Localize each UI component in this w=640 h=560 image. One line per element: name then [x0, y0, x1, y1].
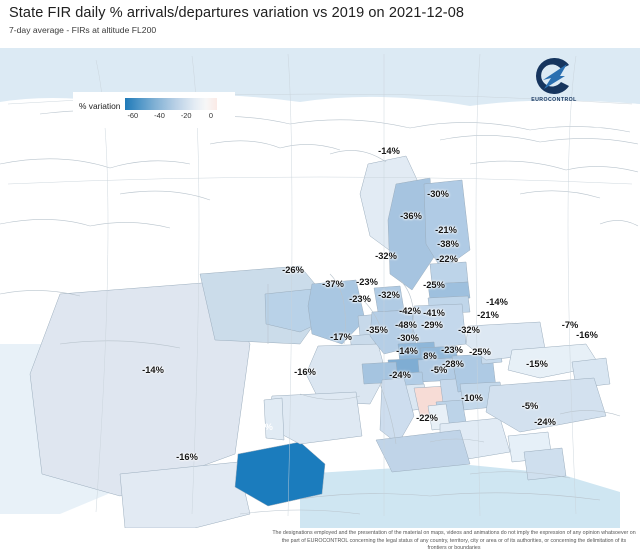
value-label-poland: -25%	[423, 280, 445, 290]
value-label-lebanon: -5%	[521, 401, 539, 411]
value-label-germany: -32%	[378, 290, 400, 300]
value-label-denmark: -32%	[375, 251, 397, 261]
legend-tick-1: -40	[154, 111, 165, 120]
value-label-united-kingdom: -37%	[322, 279, 344, 289]
value-label-italy: -24%	[389, 370, 411, 380]
value-label-latvia: -38%	[437, 239, 459, 249]
value-label-slovakia: -41%	[423, 308, 445, 318]
value-label-greece: -10%	[461, 393, 483, 403]
value-label-hungary: -29%	[421, 320, 443, 330]
value-label-czechia: -42%	[399, 306, 421, 316]
page-subtitle: 7-day average - FIRs at altitude FL200	[9, 25, 157, 35]
value-label-austria: -48%	[395, 320, 417, 330]
value-label-croatia: -14%	[396, 346, 418, 356]
value-label-norway: -14%	[378, 146, 400, 156]
legend-tick-2: -20	[180, 111, 192, 120]
value-label-serbia: -23%	[441, 345, 463, 355]
value-label-spain: -16%	[294, 367, 316, 377]
value-label-france: -17%	[330, 332, 352, 342]
disclaimer-text: The designations employed and the presen…	[272, 530, 636, 552]
value-label-estonia: -21%	[435, 225, 457, 235]
value-label-sweden: -36%	[400, 211, 422, 221]
legend-gradient	[125, 98, 218, 110]
eurocontrol-mark-icon	[536, 57, 569, 95]
value-label-bosnia: 8%	[423, 351, 437, 361]
value-label-belgium: -23%	[349, 294, 371, 304]
value-label-netherlands: -23%	[356, 277, 378, 287]
legend-colorbar: -60 -40 -20 0	[125, 92, 218, 122]
value-label-black-sea: -7%	[561, 320, 579, 330]
value-label-malta-tunis: -22%	[416, 413, 438, 423]
value-label-switzerland: -35%	[366, 325, 388, 335]
value-label-georgia: -16%	[576, 330, 598, 340]
map-header: State FIR daily % arrivals/departures va…	[0, 0, 640, 48]
legend-title: % variation	[79, 101, 121, 111]
eurocontrol-wordmark: EUROCONTROL	[531, 97, 577, 103]
legend-tick-3: 0	[208, 111, 214, 120]
value-label-slovenia: -30%	[397, 333, 419, 343]
value-label-cyprus: -24%	[534, 417, 556, 427]
value-label-ireland-shannon: -26%	[282, 265, 304, 275]
value-label-ukraine: -14%	[486, 297, 508, 307]
legend: % variation -60 -40 -20 0	[73, 92, 235, 128]
page-title: State FIR daily % arrivals/departures va…	[9, 5, 465, 21]
value-label-moldova: -21%	[477, 310, 499, 320]
value-label-romania: -32%	[458, 325, 480, 335]
value-label-albania: -5%	[430, 365, 448, 375]
eurocontrol-logo: EUROCONTROL	[523, 56, 585, 106]
map-canvas[interactable]	[0, 44, 640, 528]
legend-tick-labels: -60 -40 -20 0	[125, 110, 217, 122]
value-label-morocco-casablanca: -72%	[251, 422, 273, 432]
value-label-santa-maria: -14%	[142, 365, 164, 375]
value-label-turkey: -15%	[526, 359, 548, 369]
coastlines	[0, 110, 639, 515]
value-label-bulgaria: -25%	[469, 347, 491, 357]
value-label-montenegro: -28%	[442, 359, 464, 369]
fir-polygons	[29, 155, 611, 528]
value-label-finland: -30%	[427, 189, 449, 199]
value-label-canarias: -16%	[176, 452, 198, 462]
value-label-lithuania: -22%	[436, 254, 458, 264]
legend-tick-0: -60	[127, 111, 139, 120]
